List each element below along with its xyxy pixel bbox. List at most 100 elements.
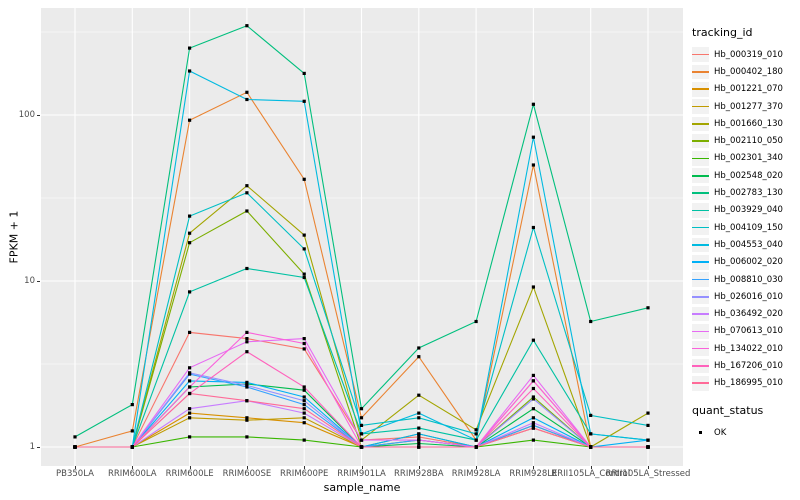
data-point bbox=[302, 421, 306, 425]
x-tick-label: RRIM600LE bbox=[165, 469, 214, 479]
data-point bbox=[188, 391, 192, 396]
data-point bbox=[531, 285, 535, 289]
data-point bbox=[474, 432, 478, 436]
data-point bbox=[646, 411, 650, 415]
data-point bbox=[417, 393, 421, 397]
legend-key-line bbox=[692, 237, 709, 253]
legend-line-swatch bbox=[692, 88, 709, 91]
data-point bbox=[531, 338, 535, 342]
data-point bbox=[188, 241, 192, 245]
legend-item-label: Hb_000319_010 bbox=[714, 49, 783, 60]
data-point bbox=[302, 247, 306, 251]
data-point bbox=[188, 379, 192, 383]
legend-key-line bbox=[692, 324, 709, 339]
data-point bbox=[73, 445, 77, 449]
legend-item: Hb_002548_020 bbox=[692, 167, 798, 184]
legend-line-swatch bbox=[692, 382, 709, 385]
legend-item: Hb_026016_010 bbox=[692, 288, 798, 305]
data-point bbox=[417, 416, 421, 420]
legend-item: Hb_003929_040 bbox=[692, 202, 798, 219]
legend-line-swatch bbox=[692, 261, 709, 263]
data-point bbox=[130, 403, 134, 407]
legend-item: Hb_000402_180 bbox=[692, 63, 798, 80]
legend-key-line bbox=[692, 203, 709, 218]
data-point bbox=[245, 383, 249, 387]
y-axis-title: FPKM + 1 bbox=[7, 210, 21, 264]
legend-item: Hb_004109_150 bbox=[692, 219, 798, 236]
data-point bbox=[531, 386, 535, 391]
data-point bbox=[302, 99, 306, 103]
data-point bbox=[245, 350, 249, 354]
legend-item-label: Hb_002110_050 bbox=[714, 136, 783, 147]
data-point bbox=[359, 423, 364, 427]
data-point bbox=[359, 432, 364, 436]
legend-line-swatch bbox=[692, 174, 709, 177]
legend-line-swatch bbox=[692, 313, 709, 315]
x-tick-label: RRIM901LA bbox=[337, 469, 386, 479]
data-point bbox=[188, 366, 192, 370]
y-tick-mark bbox=[37, 115, 40, 116]
data-point bbox=[302, 347, 306, 351]
data-point bbox=[302, 407, 306, 411]
data-point bbox=[188, 290, 192, 294]
legend-key-line bbox=[692, 99, 709, 114]
legend-item-label: Hb_006002_020 bbox=[714, 257, 783, 268]
data-point bbox=[474, 438, 478, 442]
legend-item-label: Hb_004109_150 bbox=[714, 222, 783, 233]
data-point bbox=[474, 319, 478, 324]
legend-key-line bbox=[692, 47, 709, 62]
data-point bbox=[417, 346, 421, 350]
legend-item: Hb_167206_010 bbox=[692, 357, 798, 374]
data-point bbox=[188, 407, 192, 411]
x-tick-mark bbox=[246, 466, 248, 469]
legend-line-swatch bbox=[692, 278, 709, 281]
data-point bbox=[474, 428, 478, 432]
legend-line-swatch bbox=[692, 347, 709, 350]
legend-key-line bbox=[692, 375, 709, 391]
data-point bbox=[302, 411, 306, 415]
data-point bbox=[531, 135, 535, 139]
legend-key-line bbox=[692, 341, 709, 356]
data-point bbox=[531, 102, 535, 106]
legend-key-line bbox=[692, 133, 709, 149]
legend-key-line bbox=[692, 168, 709, 184]
data-point bbox=[245, 435, 249, 439]
data-point bbox=[531, 416, 535, 420]
data-point bbox=[188, 435, 192, 439]
data-point bbox=[646, 445, 650, 449]
data-point bbox=[417, 426, 421, 430]
data-point bbox=[302, 177, 306, 181]
data-point bbox=[245, 90, 249, 94]
data-point bbox=[302, 416, 306, 420]
legend-item: Hb_001660_130 bbox=[692, 115, 798, 132]
data-point bbox=[646, 306, 650, 310]
x-tick-mark bbox=[648, 466, 649, 469]
legend-key-line bbox=[692, 64, 709, 80]
legend-item: Hb_070613_010 bbox=[692, 323, 798, 340]
data-point bbox=[302, 438, 306, 442]
data-point bbox=[359, 407, 364, 411]
data-point bbox=[130, 429, 134, 433]
data-point bbox=[302, 233, 306, 237]
legend-item-label: Hb_167206_010 bbox=[714, 360, 783, 371]
data-point bbox=[73, 435, 77, 439]
data-point bbox=[302, 275, 306, 280]
legend-item-label: Hb_002783_130 bbox=[714, 188, 783, 199]
data-point bbox=[531, 421, 535, 425]
data-point bbox=[359, 416, 364, 420]
data-point bbox=[245, 184, 249, 188]
x-tick-mark bbox=[476, 466, 478, 469]
data-point bbox=[417, 411, 421, 415]
x-tick-mark bbox=[590, 466, 592, 469]
legend-item-label: Hb_008810_030 bbox=[714, 274, 783, 285]
legend-line-swatch bbox=[692, 157, 709, 160]
data-point bbox=[589, 413, 593, 417]
legend-line-swatch bbox=[692, 123, 709, 125]
legend-item: Hb_002301_340 bbox=[692, 150, 798, 167]
x-tick-label: RRII105LA_Control bbox=[551, 469, 631, 479]
legend-key-line bbox=[692, 151, 709, 166]
legend-item-label: Hb_000402_180 bbox=[714, 66, 783, 77]
legend-title-quant-status: quant_status bbox=[692, 403, 764, 417]
data-point bbox=[188, 214, 192, 218]
data-point bbox=[245, 330, 249, 334]
